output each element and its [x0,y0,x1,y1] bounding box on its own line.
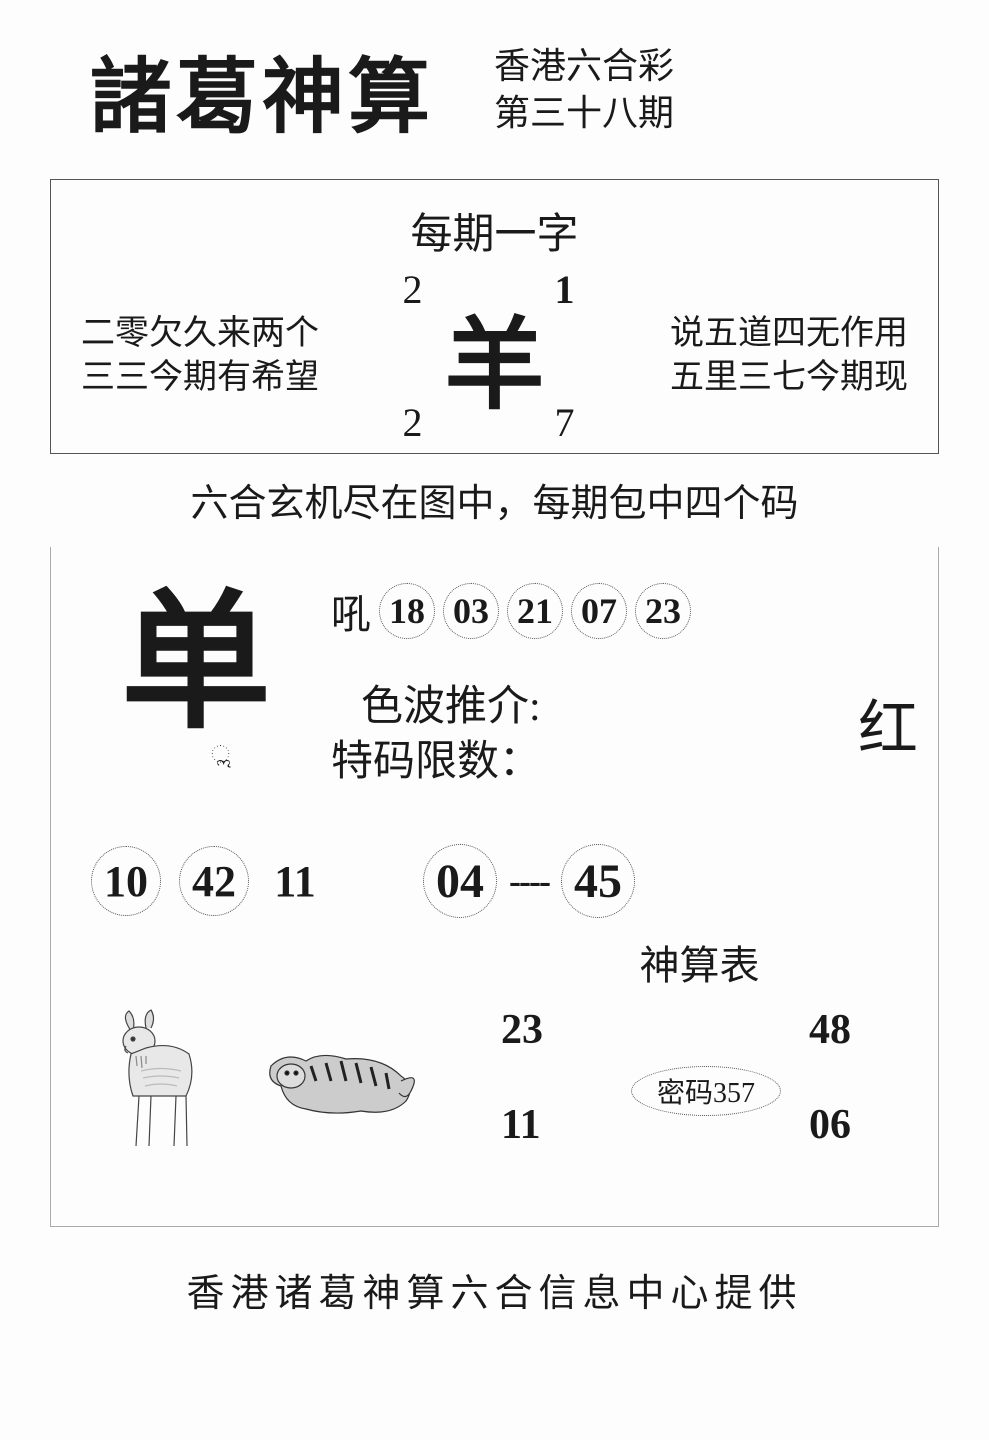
hou-line: 吼 18 03 21 07 23 [331,582,908,640]
tiger-icon [261,1031,421,1131]
tema-label: 特码限数： [331,735,908,790]
mima-badge: 密码357 [631,1066,781,1116]
hou-num-2: 03 [443,583,499,639]
left-num-1: 10 [91,846,161,916]
goat-icon [101,1006,221,1156]
subtitle-line2: 第三十八期 [494,90,674,137]
hou-num-5: 23 [635,583,691,639]
corner-br: 7 [555,399,575,446]
sebo-block: 色波推介: 特码限数： 红 [331,680,908,789]
hou-label: 吼 [331,582,371,640]
left-num-2: 42 [179,846,249,916]
grid-n4: 06 [809,1101,851,1149]
hou-num-1: 18 [379,583,435,639]
subtitle-line1: 香港六合彩 [494,43,674,90]
grid-numbers: 23 48 11 06 密码357 [501,1006,861,1156]
hou-num-3: 21 [507,583,563,639]
left-num-3: 11 [267,853,323,909]
box1-content: 二零欠久来两个 三三今期有希望 2 1 羊 2 7 说五道四无作用 五里三七今期… [81,271,908,441]
big-char-dan: 单 [121,587,271,737]
center-char-wrap: 2 1 羊 2 7 [385,271,605,441]
left-numbers: 10 42 11 [91,846,323,916]
corner-tl: 2 [403,266,423,313]
corner-bl: 2 [403,399,423,446]
hong-char: 红 [858,690,918,768]
big-dan-wrap: 单 [81,577,271,737]
header: 諸葛神算 香港六合彩 第三十八期 [0,0,989,159]
range-from: 04 [423,844,497,918]
grid-n3: 11 [501,1101,541,1149]
subtitle: 香港六合彩 第三十八期 [494,43,674,137]
left-couplet-line2: 三三今期有希望 [81,356,319,400]
squiggle-icon: ೢ [211,742,230,769]
range-numbers: 04 ---- 45 [423,844,635,918]
range-to: 45 [561,844,635,918]
row-bottom: 23 48 11 06 密码357 [81,1006,908,1156]
mid-text: 六合玄机尽在图中，每期包中四个码 [0,472,989,527]
row-top: 单 ೢ 吼 18 03 21 07 23 色波推介: 特码限数： 红 [81,577,908,789]
range-dashes: ---- [509,860,549,902]
grid-n1: 23 [501,1006,543,1054]
corner-tr: 1 [555,266,575,313]
right-top: 吼 18 03 21 07 23 色波推介: 特码限数： 红 [331,577,908,789]
box-two: 单 ೢ 吼 18 03 21 07 23 色波推介: 特码限数： 红 10 42… [50,547,939,1227]
animals [101,1006,421,1156]
hou-num-4: 07 [571,583,627,639]
right-couplet-line1: 说五道四无作用 [670,312,908,356]
shensuan-label: 神算表 [491,933,908,991]
center-char: 羊 [445,284,545,429]
right-couplet-line2: 五里三七今期现 [670,356,908,400]
box-one: 每期一字 二零欠久来两个 三三今期有希望 2 1 羊 2 7 说五道四无作用 五… [50,179,939,454]
footer: 香港诸葛神算六合信息中心提供 [0,1262,989,1317]
box1-title: 每期一字 [81,200,908,261]
row-mid: 10 42 11 04 ---- 45 [81,844,908,918]
main-title: 諸葛神算 [90,30,434,149]
left-couplet: 二零欠久来两个 三三今期有希望 [81,312,319,400]
left-couplet-line1: 二零欠久来两个 [81,312,319,356]
sebo-label: 色波推介: [361,680,908,735]
grid-n2: 48 [809,1006,851,1054]
right-couplet: 说五道四无作用 五里三七今期现 [670,312,908,400]
